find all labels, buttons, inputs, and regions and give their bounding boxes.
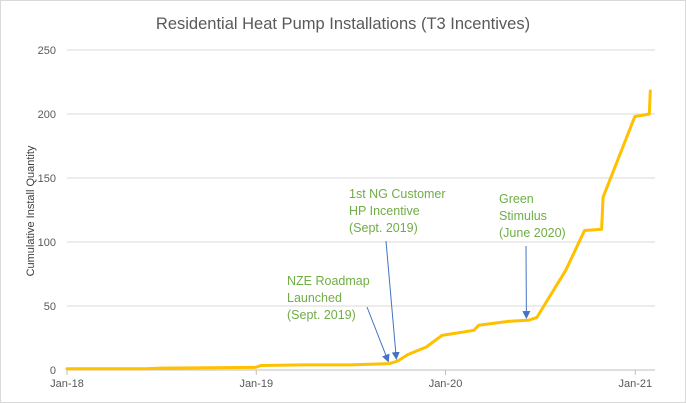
annotation-arrow [385, 240, 400, 361]
chart-title: Residential Heat Pump Installations (T3 … [156, 15, 530, 33]
grid-lines [67, 49, 655, 307]
y-tick-label: 50 [44, 301, 56, 313]
x-tick-label: Jan-20 [429, 378, 463, 390]
annotation-text: 1st NG Customer [349, 187, 446, 201]
y-tick-label: 0 [50, 365, 56, 377]
y-axis-title: Cumulative Install Quantity [25, 145, 37, 276]
annotation-text: (Sept. 2019) [349, 221, 418, 235]
series-line [65, 89, 652, 371]
y-tick-label: 100 [38, 237, 56, 249]
x-tick-label: Jan-18 [50, 378, 84, 390]
annotation-text: NZE Roadmap [287, 274, 370, 288]
annotation-text: (Sept. 2019) [287, 308, 356, 322]
y-tick-label: 150 [38, 173, 56, 185]
annotation-text: HP Incentive [349, 204, 420, 218]
annotation-text: Launched [287, 291, 342, 305]
annotation-text: (June 2020) [499, 226, 566, 240]
x-tick-label: Jan-19 [239, 378, 273, 390]
annotation: NZE Roadmap Launched (Sept. 2019) [287, 274, 390, 363]
x-tick-label: Jan-21 [618, 378, 652, 390]
annotation-text: Green [499, 192, 534, 206]
axes: 0 50 100 150 200 250 Jan-18 Jan-19 Jan-20 Jan-21 [38, 45, 655, 390]
y-tick-label: 250 [38, 45, 56, 57]
series-layer [65, 89, 652, 371]
annotation-arrow [366, 306, 390, 363]
y-tick-label: 200 [38, 109, 56, 121]
annotation: 1st NG Customer HP Incentive (Sept. 2019) [349, 187, 446, 361]
annotation-text: Stimulus [499, 209, 547, 223]
annotation: Green Stimulus (June 2020) [499, 192, 566, 320]
